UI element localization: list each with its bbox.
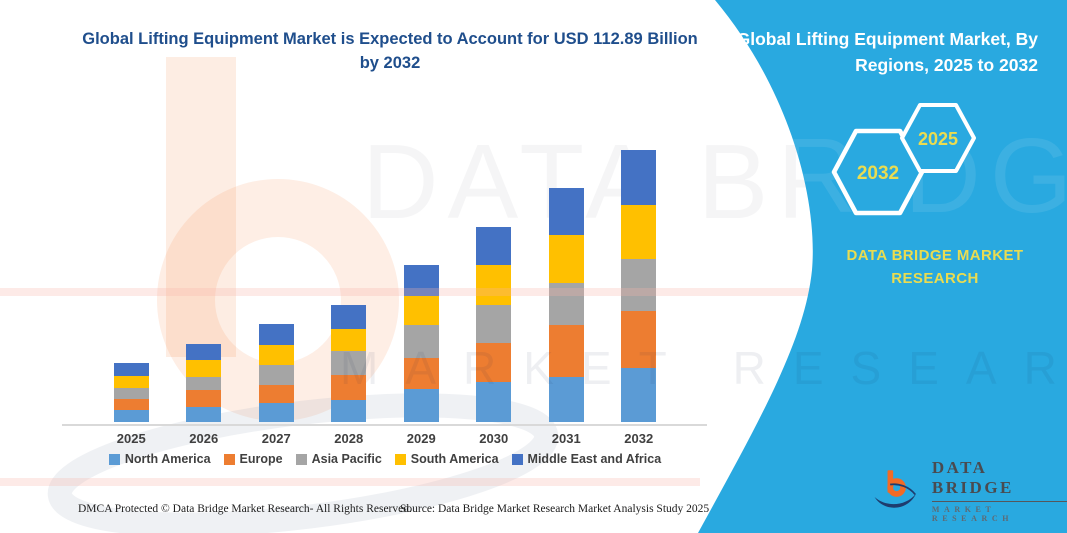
stacked-bar-2029 (403, 264, 439, 422)
bar-segment-asia-pacific-2028 (331, 350, 367, 376)
legend-label-asia-pacific: Asia Pacific (311, 452, 382, 466)
legend-item-middle-east-and-africa: Middle East and Africa (511, 452, 662, 466)
chart-title: Global Lifting Equipment Market is Expec… (82, 30, 698, 72)
side-panel-background (698, 0, 1067, 533)
bar-segment-europe-2026 (186, 390, 222, 407)
bar-segment-asia-pacific-2026 (186, 376, 222, 391)
bar-segment-north-america-2030 (476, 382, 512, 422)
footer-dmca-text: DMCA Protected © Data Bridge Market Rese… (78, 503, 412, 515)
bar-segment-north-america-2031 (548, 376, 584, 422)
bar-segment-europe-2029 (403, 358, 439, 390)
bar-segment-north-america-2028 (331, 399, 367, 422)
bar-segment-south-america-2027 (258, 344, 294, 365)
bar-segment-middle-east-and-africa-2028 (331, 304, 367, 329)
watermark-pink-band-lower (0, 478, 700, 486)
side-panel-title: Global Lifting Equipment Market, By Regi… (736, 29, 1038, 76)
bar-segment-south-america-2026 (186, 359, 222, 377)
bar-segment-south-america-2032 (621, 205, 657, 259)
bar-segment-south-america-2028 (331, 328, 367, 351)
brand-logo-subtitle: MARKET RESEARCH (931, 505, 1014, 523)
hexagon-2025-label: 2025 (918, 129, 958, 149)
bar-segment-europe-2028 (331, 375, 367, 400)
brand-logo-texts: DATA BRIDGE MARKET RESEARCH (931, 458, 1067, 523)
bar-segment-europe-2032 (621, 311, 657, 368)
stacked-bar-2030 (476, 227, 512, 422)
x-axis-label-2031: 2031 (551, 431, 581, 446)
bar-segment-middle-east-and-africa-2031 (548, 188, 584, 236)
hexagon-2025 (900, 103, 976, 173)
bar-segment-north-america-2026 (186, 406, 222, 422)
bar-segment-middle-east-and-africa-2026 (186, 343, 222, 360)
legend-label-middle-east-and-africa: Middle East and Africa (527, 452, 662, 466)
legend-item-europe: Europe (223, 452, 283, 466)
brand-logo-icon (874, 469, 917, 508)
stacked-bar-2025 (113, 363, 149, 422)
bar-segment-south-america-2025 (113, 375, 149, 388)
legend-swatch-north-america (108, 453, 120, 465)
bar-segment-asia-pacific-2029 (403, 324, 439, 359)
bar-segment-middle-east-and-africa-2025 (113, 363, 149, 376)
legend-swatch-asia-pacific (295, 453, 307, 465)
bar-segment-asia-pacific-2027 (258, 364, 294, 385)
legend-label-europe: Europe (239, 452, 283, 466)
stacked-bar-2026 (186, 343, 222, 422)
bar-segment-asia-pacific-2025 (113, 387, 149, 400)
bar-segment-europe-2025 (113, 399, 149, 410)
bar-segment-asia-pacific-2031 (548, 282, 584, 326)
x-axis-label-2026: 2026 (189, 431, 219, 446)
x-axis-label-2032: 2032 (624, 431, 654, 446)
bar-segment-middle-east-and-africa-2027 (258, 323, 294, 345)
legend-item-asia-pacific: Asia Pacific (295, 452, 382, 466)
chart-legend: North America Europe Asia Pacific South Ame… (80, 452, 690, 466)
brand-logo-block: DATA BRIDGE MARKET RESEARCH (872, 458, 1067, 523)
stacked-bar-2027 (258, 323, 294, 422)
bar-segment-north-america-2029 (403, 389, 439, 422)
legend-item-north-america: North America (108, 452, 211, 466)
bar-segment-north-america-2025 (113, 410, 149, 422)
legend-item-south-america: South America (394, 452, 499, 466)
x-axis-label-2028: 2028 (334, 431, 364, 446)
watermark-pink-band-upper (0, 288, 820, 296)
footer-source-text: Source: Data Bridge Market Research Mark… (400, 503, 710, 515)
bar-segment-middle-east-and-africa-2032 (621, 150, 657, 206)
hexagon-2032-label: 2032 (857, 163, 899, 184)
bar-segment-south-america-2029 (403, 296, 439, 325)
bar-segment-south-america-2030 (476, 265, 512, 306)
bar-segment-middle-east-and-africa-2030 (476, 227, 512, 266)
watermark-logo-swoosh (47, 393, 559, 533)
bar-segment-asia-pacific-2030 (476, 305, 512, 344)
bar-segment-north-america-2032 (621, 367, 657, 422)
x-axis-label-2027: 2027 (261, 431, 291, 446)
watermark-text-secondary: MARKET RESEARCH (340, 342, 1067, 394)
bar-segment-europe-2031 (548, 325, 584, 377)
panel-brand-name: DATA BRIDGE MARKET RESEARCH (846, 247, 1024, 288)
bar-segment-north-america-2027 (258, 402, 294, 422)
stacked-bar-2028 (331, 304, 367, 422)
bar-segment-middle-east-and-africa-2029 (403, 264, 439, 297)
x-axis-label-2025: 2025 (116, 431, 146, 446)
bar-segment-south-america-2031 (548, 235, 584, 283)
plot-area: 2025 2026 2027 2028 2029 2030 2031 2032 (95, 148, 675, 446)
x-axis-label-2029: 2029 (406, 431, 436, 446)
bar-segment-asia-pacific-2032 (621, 258, 657, 312)
legend-swatch-south-america (394, 453, 406, 465)
bar-segment-europe-2030 (476, 343, 512, 382)
legend-swatch-europe (223, 453, 235, 465)
legend-swatch-middle-east-and-africa (511, 453, 523, 465)
x-axis-line (62, 424, 707, 426)
legend-label-north-america: North America (124, 452, 211, 466)
bar-segment-europe-2027 (258, 384, 294, 403)
x-axis-label-2030: 2030 (479, 431, 509, 446)
watermark-logo-stem (166, 57, 236, 357)
brand-logo-name: DATA BRIDGE (931, 458, 1067, 502)
legend-label-south-america: South America (410, 452, 499, 466)
stacked-bar-2031 (548, 188, 584, 422)
stacked-bar-2032 (621, 150, 657, 422)
